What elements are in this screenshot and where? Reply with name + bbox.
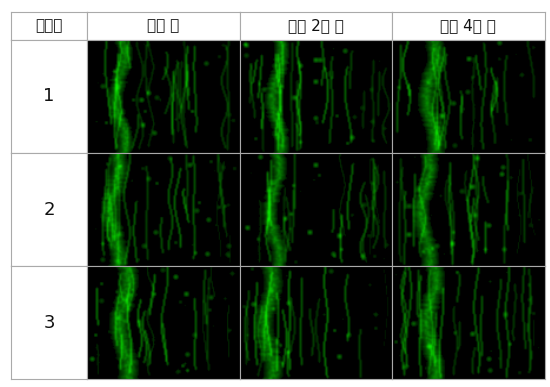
Text: 1: 1 (43, 87, 55, 105)
Text: 사용 전: 사용 전 (147, 18, 179, 33)
Text: 사용 2주 후: 사용 2주 후 (288, 18, 344, 33)
Text: 피험자: 피험자 (35, 18, 63, 33)
Text: 2: 2 (43, 200, 55, 219)
Text: 사용 4주 후: 사용 4주 후 (441, 18, 496, 33)
Text: 3: 3 (43, 314, 55, 332)
